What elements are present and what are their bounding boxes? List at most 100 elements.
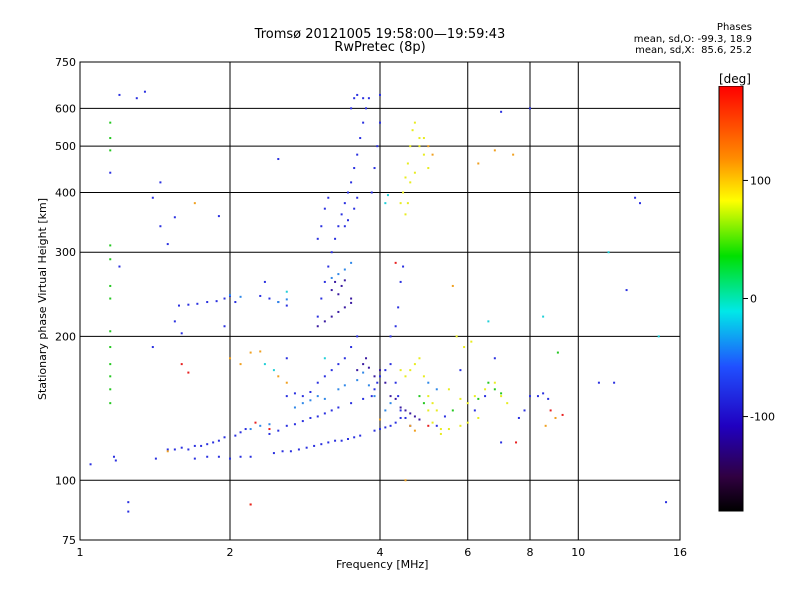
data-point <box>394 325 397 328</box>
data-point <box>379 369 381 372</box>
data-point <box>193 444 196 447</box>
colorbar-tick-label: -100 <box>750 411 775 424</box>
data-point <box>431 421 434 424</box>
chart-title: Tromsø 20121005 19:58:00—19:59:43 <box>254 27 506 42</box>
data-point <box>384 369 387 372</box>
data-point <box>404 479 407 482</box>
data-point <box>323 357 326 360</box>
data-point <box>356 369 359 372</box>
data-point <box>337 406 340 409</box>
data-point <box>337 388 340 391</box>
data-point <box>389 363 392 366</box>
data-point <box>427 145 430 148</box>
data-point <box>330 251 333 254</box>
data-point <box>477 162 480 165</box>
data-point <box>346 219 349 222</box>
data-point <box>379 428 381 431</box>
data-point <box>379 121 381 124</box>
data-point <box>239 431 242 434</box>
data-point <box>249 351 252 354</box>
data-point <box>193 457 196 460</box>
data-point <box>337 363 340 366</box>
data-point <box>373 388 376 391</box>
data-point <box>327 196 330 199</box>
data-point <box>200 444 203 447</box>
data-point <box>389 335 392 338</box>
data-point <box>127 510 130 513</box>
data-point <box>346 437 349 440</box>
data-point <box>373 429 376 432</box>
data-point <box>330 369 333 372</box>
data-point <box>657 335 660 338</box>
data-point <box>356 196 359 199</box>
data-point <box>413 429 416 432</box>
data-point <box>523 409 526 412</box>
data-point <box>316 315 319 318</box>
data-point <box>334 237 337 240</box>
data-point <box>459 424 462 427</box>
data-point <box>389 424 392 427</box>
data-point <box>109 346 112 349</box>
data-point <box>399 369 402 372</box>
data-point <box>409 369 412 372</box>
data-point <box>547 397 550 400</box>
data-point <box>187 448 190 451</box>
data-point <box>196 302 199 305</box>
data-point <box>343 279 346 282</box>
data-point <box>625 289 628 292</box>
data-point <box>249 428 252 431</box>
data-point <box>135 97 138 100</box>
data-point <box>466 402 469 405</box>
x-tick-label: 6 <box>464 546 471 559</box>
data-point <box>159 181 162 184</box>
data-point <box>330 315 333 318</box>
data-point <box>404 213 407 216</box>
colorbar-tick-label: 100 <box>750 174 771 187</box>
data-point <box>301 420 304 423</box>
x-tick-label: 16 <box>673 546 687 559</box>
data-point <box>447 428 450 431</box>
data-point <box>422 137 425 140</box>
data-point <box>309 399 312 402</box>
data-point <box>370 395 373 398</box>
data-point <box>316 237 319 240</box>
data-point <box>379 418 381 421</box>
data-point <box>281 450 284 453</box>
data-point <box>556 351 559 354</box>
data-point <box>268 428 271 431</box>
data-point <box>350 346 353 349</box>
data-point <box>427 167 430 170</box>
data-point <box>223 325 226 328</box>
data-point <box>89 463 92 466</box>
data-point <box>173 448 176 451</box>
data-point <box>343 268 346 271</box>
x-tick-label: 4 <box>377 546 384 559</box>
x-tick-label: 8 <box>527 546 534 559</box>
data-point <box>337 225 340 228</box>
data-point <box>418 395 421 398</box>
data-point <box>277 375 280 378</box>
data-point <box>263 280 266 283</box>
data-point <box>320 297 323 300</box>
x-tick-label: 2 <box>227 546 234 559</box>
data-point <box>455 335 458 338</box>
data-point <box>249 455 252 458</box>
data-point <box>362 97 365 100</box>
data-point <box>394 397 397 400</box>
data-point <box>512 153 515 156</box>
data-point <box>413 415 416 418</box>
data-point <box>373 375 376 378</box>
data-point <box>334 439 337 442</box>
x-tick-labels: 1 2 4 6 8 10 16 <box>77 546 688 559</box>
data-point <box>177 304 180 307</box>
data-point <box>500 110 503 113</box>
data-point <box>447 388 450 391</box>
data-point <box>337 273 340 276</box>
data-point <box>166 448 169 451</box>
y-tick-labels: 75 100 200 300 400 500 600 750 <box>55 56 76 547</box>
x-tick-label: 1 <box>77 546 84 559</box>
data-point <box>313 444 316 447</box>
data-point <box>451 284 454 287</box>
data-point <box>443 415 446 418</box>
data-point <box>536 395 539 398</box>
